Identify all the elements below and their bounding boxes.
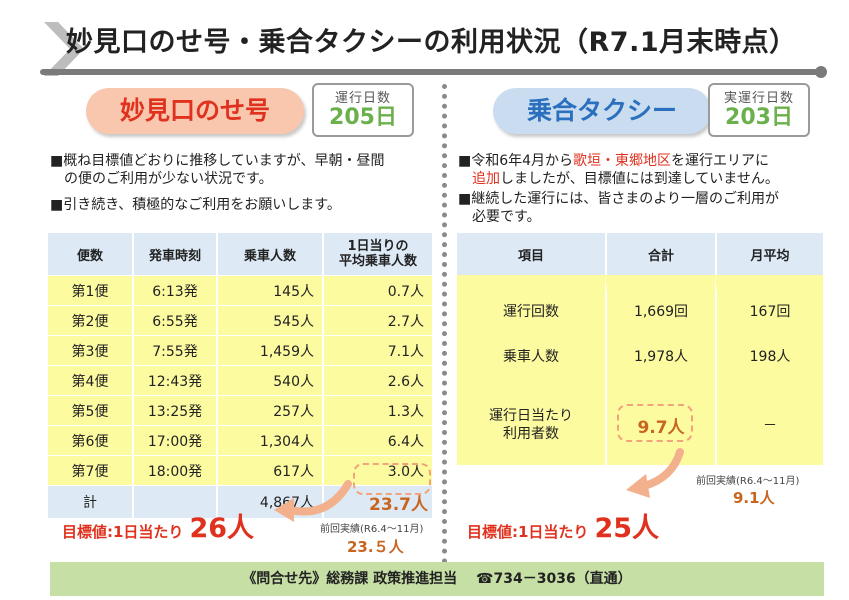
right-prev-label: 前回実績(R6.4～11月) [696, 476, 800, 487]
table-row: 第6便 17:00発 1,304人 6.4人 [48, 425, 432, 455]
riders-per-day-value: 9.7人 [605, 385, 715, 465]
actual-operating-days-label: 実運行日数 [723, 91, 794, 106]
table-header-row: 便数 発車時刻 乗車人数 1日当りの 平均乗車人数 [48, 233, 432, 275]
page-title: 妙見口のせ号・乗合タクシーの利用状況（R7.1月末時点） [66, 27, 797, 58]
actual-operating-days-box: 実運行日数 203日 [708, 83, 810, 137]
operating-days-value: 205日 [329, 105, 397, 130]
title-rule [40, 69, 820, 75]
table-row: 第7便 18:00発 617人 3.0人 [48, 455, 432, 485]
actual-operating-days-value: 203日 [725, 105, 793, 130]
right-target-value: 25人 [594, 513, 660, 544]
right-target: 目標値:1日当たり 25人 [467, 513, 660, 544]
table-row: 乗車人数 1,978人 198人 [457, 327, 823, 385]
myoken-bus-heading: 妙見口のせ号 [86, 88, 304, 134]
myoken-ridership-table: 便数 発車時刻 乗車人数 1日当りの 平均乗車人数 第1便 6:13発 145人 0… [48, 233, 432, 518]
left-prev-label: 前回実績(R6.4～11月) [320, 524, 424, 535]
riders-per-day-highlight-ring [617, 404, 693, 442]
shared-taxi-table: 項目 合計 月平均 運行回数 1,669回 167回 乗車人数 1,978人 1… [457, 233, 823, 465]
left-bullet-1: ■概ね目標値どおりに推移していますが、早朝・昼間 の便のご利用が少ない状況です。 [50, 153, 385, 187]
right-bullet-1: ■令和6年4月から歌垣・東郷地区を運行エリアに 追加しましたが、目標値には到達し… [458, 153, 779, 187]
table-row: 第3便 7:55発 1,459人 7.1人 [48, 335, 432, 365]
col-header-total: 合計 [605, 233, 715, 275]
table-row: 第1便 6:13発 145人 0.7人 [48, 275, 432, 305]
total-label: 計 [48, 485, 132, 518]
left-target: 目標値:1日当たり 26人 [62, 513, 255, 544]
left-target-value: 26人 [189, 513, 255, 544]
table-header-row: 項目 合計 月平均 [457, 233, 823, 275]
table-row: 運行日当たり 利用者数 9.7人 － [457, 385, 823, 465]
title-rule-dot [815, 66, 827, 78]
left-bullet-2: ■引き続き、積極的なご利用をお願いします。 [50, 197, 341, 213]
right-prev-value: 9.1人 [733, 489, 775, 507]
contact-footer: 《問合せ先》総務課 政策推進担当 ☎734－3036（直通） [50, 562, 824, 596]
table-row: 運行回数 1,669回 167回 [457, 275, 823, 327]
table-row: 第5便 13:25発 257人 1.3人 [48, 395, 432, 425]
col-header-avg: 1日当りの 平均乗車人数 [322, 233, 432, 275]
left-prev-value: 23.５人 [347, 538, 404, 556]
title-chevron-icon [44, 22, 84, 76]
total-row: 計 4,867人 23.7人 [48, 485, 432, 518]
col-header-item: 項目 [457, 233, 605, 275]
shared-taxi-heading: 乗合タクシー [493, 88, 711, 134]
operating-days-box: 運行日数 205日 [312, 83, 414, 137]
col-header-bin: 便数 [48, 233, 132, 275]
col-header-monthly-avg: 月平均 [715, 233, 823, 275]
col-header-riders: 乗車人数 [216, 233, 322, 275]
operating-days-label: 運行日数 [334, 91, 391, 106]
arrow-icon [274, 480, 352, 522]
total-avg-highlight-ring [353, 463, 431, 495]
table-row: 第2便 6:55発 545人 2.7人 [48, 305, 432, 335]
center-divider [442, 84, 447, 564]
table-row: 第4便 12:43発 540人 2.6人 [48, 365, 432, 395]
col-header-time: 発車時刻 [132, 233, 216, 275]
arrow-icon [626, 448, 684, 498]
right-bullet-2: ■継続した運行には、皆さまのより一層のご利用が 必要です。 [458, 191, 779, 225]
